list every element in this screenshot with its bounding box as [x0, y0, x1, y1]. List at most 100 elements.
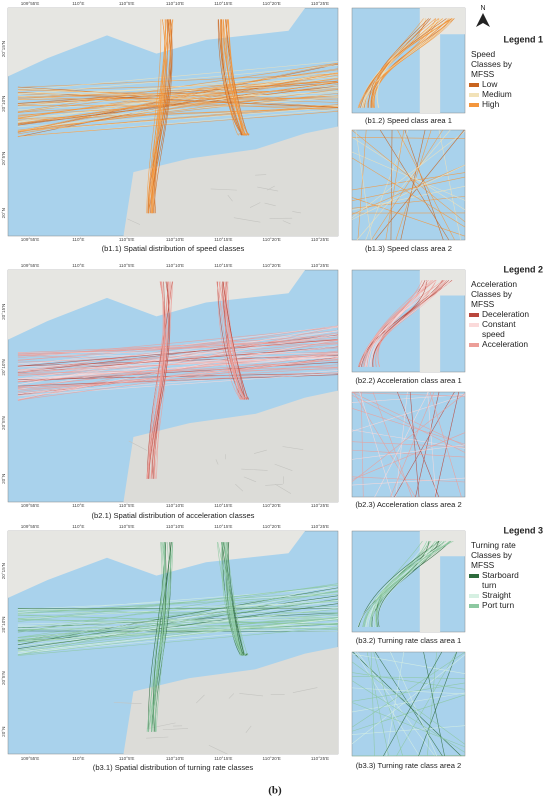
trajectory — [351, 444, 466, 460]
trajectory — [351, 157, 466, 228]
trajectory — [152, 19, 173, 214]
trajectory — [357, 129, 367, 241]
trajectory — [372, 279, 450, 367]
trajectory — [17, 361, 339, 383]
road — [292, 687, 318, 694]
legend-subtitle: Classes by — [471, 550, 513, 560]
caption: (b3.3) Turning rate class area 2 — [356, 761, 462, 770]
trajectory — [17, 372, 339, 389]
legend-subtitle: Speed — [471, 49, 496, 59]
trajectory — [358, 280, 444, 367]
trajectory — [151, 19, 167, 214]
lon-label: 110°10'E — [166, 503, 184, 508]
trajectory — [221, 542, 242, 656]
lat-label: 20°5'N — [1, 671, 6, 685]
trajectory — [17, 626, 339, 656]
trajectory — [374, 129, 465, 241]
trajectory — [360, 391, 364, 498]
legend-label: Straight — [482, 590, 512, 600]
road — [264, 202, 276, 207]
trajectory — [17, 338, 339, 353]
trajectory — [351, 653, 466, 674]
trajectory — [351, 394, 466, 432]
trajectory — [358, 18, 439, 108]
trajectory — [225, 542, 247, 656]
trajectory — [17, 366, 339, 374]
trajectory — [370, 540, 441, 627]
trajectory — [17, 356, 339, 371]
trajectory — [351, 661, 466, 745]
road — [249, 202, 261, 208]
trajectory — [222, 281, 249, 400]
road — [243, 476, 257, 483]
trajectory — [227, 19, 247, 136]
trajectory — [226, 19, 245, 136]
trajectory — [362, 540, 438, 628]
legend-label: High — [482, 99, 500, 109]
lon-label: 110°10'E — [166, 524, 184, 529]
trajectory — [17, 62, 339, 113]
road — [265, 483, 283, 486]
trajectory — [351, 680, 466, 753]
trajectory — [351, 654, 466, 745]
trajectory — [355, 129, 372, 241]
trajectory — [17, 107, 339, 120]
legend-subtitle: Turning rate — [471, 540, 516, 550]
trajectory — [17, 370, 339, 394]
trajectory — [17, 612, 339, 651]
legend-swatch — [469, 313, 479, 317]
road — [228, 693, 235, 699]
lon-label: 110°10'E — [166, 756, 184, 761]
trajectory — [366, 651, 389, 757]
legend-title: Legend 2 — [503, 264, 543, 274]
trajectory — [365, 540, 447, 627]
trajectory — [151, 542, 174, 732]
trajectory — [148, 19, 166, 214]
trajectory — [146, 19, 162, 214]
trajectory — [17, 600, 339, 620]
trajectory — [429, 391, 462, 498]
lat-label: 20°10'N — [1, 96, 6, 112]
trajectory — [390, 391, 435, 498]
lon-label: 110°E — [72, 1, 84, 6]
road — [245, 725, 252, 734]
road — [253, 449, 267, 454]
trajectory — [357, 651, 436, 757]
trajectory — [351, 394, 466, 453]
trajectory — [351, 197, 466, 237]
legend-subtitle: MFSS — [471, 560, 495, 570]
road — [257, 186, 279, 192]
trajectory — [351, 682, 466, 702]
trajectory — [148, 19, 173, 214]
trajectory — [147, 281, 165, 479]
trajectory — [17, 104, 339, 132]
figure-label: (b) — [268, 785, 282, 797]
caption: (b2.2) Acceleration class area 1 — [355, 376, 461, 385]
trajectory — [434, 391, 460, 498]
trajectory — [364, 540, 436, 627]
caption: (b1.1) Spatial distribution of speed cla… — [102, 244, 245, 253]
trajectory — [17, 346, 339, 374]
lon-label: 110°15'E — [214, 756, 232, 761]
trajectory — [17, 81, 339, 99]
lat-label: 20°15'N — [1, 41, 6, 57]
legend-label: speed — [482, 329, 505, 339]
trajectory — [375, 280, 445, 367]
lat-label: 20°10'N — [1, 617, 6, 633]
north-label: N — [480, 5, 485, 12]
trajectory — [17, 372, 339, 397]
road — [210, 188, 237, 191]
lat-label: 20°10'N — [1, 359, 6, 375]
lon-label: 110°10'E — [166, 1, 184, 6]
trajectory — [372, 280, 447, 367]
trajectory — [17, 617, 339, 627]
trajectory — [351, 129, 466, 223]
legend-label: Deceleration — [482, 309, 529, 319]
trajectory — [150, 542, 165, 732]
legend-label: Port turn — [482, 600, 514, 610]
lon-label: 110°20'E — [263, 263, 281, 268]
trajectory — [373, 651, 403, 757]
lon-label: 110°E — [72, 263, 84, 268]
lat-label: 20°15'N — [1, 563, 6, 579]
